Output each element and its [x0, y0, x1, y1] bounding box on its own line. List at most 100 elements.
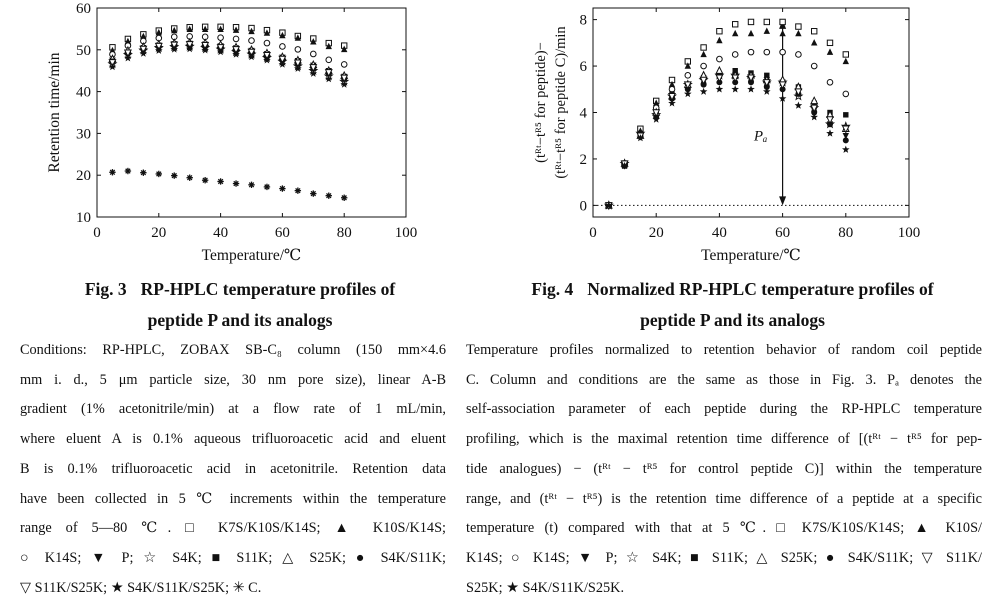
data-point: [826, 39, 834, 47]
data-point: [732, 29, 739, 37]
figure-3-title: Fig. 3 RP-HPLC temperature profiles of pe…: [20, 274, 460, 336]
data-point: [842, 57, 849, 65]
y-tick-label: 20: [76, 168, 91, 184]
data-point: [699, 76, 708, 85]
data-point: [171, 26, 178, 34]
data-point: [340, 80, 348, 88]
data-point: [826, 129, 834, 137]
data-point: [279, 185, 286, 192]
figure-3-title-line1: RP-HPLC temperature profiles of: [140, 279, 396, 299]
data-point: [811, 39, 818, 46]
caption-line: gradient (1% acetonitrile/min) at a flow…: [20, 401, 446, 418]
x-tick-label: 40: [712, 225, 727, 241]
series-k10s-k14s: [109, 25, 348, 54]
pa-annotation-label: Pₐ: [753, 128, 768, 144]
data-point: [778, 81, 787, 90]
data-point: [668, 80, 676, 88]
data-point: [794, 101, 803, 109]
caption-line: ○ K14S; ▼ P; ☆ S4K; ■ S11K; △ S25K; ● S4…: [20, 549, 446, 566]
data-point: [216, 44, 225, 53]
x-tick-label: 100: [395, 225, 418, 241]
data-point: [232, 50, 240, 58]
data-point: [653, 99, 660, 106]
data-point: [810, 96, 819, 105]
figure-4-title-line2: peptide P and its analogs: [640, 310, 825, 330]
data-point: [263, 39, 271, 47]
data-point: [636, 134, 645, 142]
data-point: [842, 90, 850, 98]
x-tick-label: 40: [213, 225, 228, 241]
data-point: [232, 46, 241, 55]
data-point: [779, 18, 786, 26]
caption-line: mm i. d., 5 μm particle size, 30 nm pore…: [20, 371, 446, 388]
data-point: [217, 25, 224, 33]
data-point: [309, 64, 318, 73]
figure-3-number: Fig. 3: [84, 279, 127, 299]
data-point: [185, 41, 194, 50]
data-point: [248, 181, 255, 189]
y-tick-label: 40: [76, 85, 91, 101]
data-point: [341, 45, 348, 53]
data-point: [620, 161, 629, 170]
data-point: [716, 28, 723, 35]
data-point: [700, 62, 707, 70]
x-tick-label: 20: [649, 225, 664, 241]
data-point: [810, 113, 818, 121]
data-point: [652, 109, 661, 118]
data-point: [700, 44, 707, 51]
data-point: [310, 50, 317, 58]
caption-line: Conditions: RP-HPLC, ZOBAX SB-C₈ column …: [20, 342, 446, 358]
y-tick-label: 10: [76, 210, 91, 226]
y-tick-label: 30: [76, 126, 91, 142]
data-point: [263, 183, 271, 191]
data-point: [826, 79, 834, 86]
data-point: [247, 52, 256, 61]
data-point: [668, 99, 676, 107]
data-point: [109, 169, 116, 176]
data-point: [217, 34, 224, 41]
data-point: [825, 116, 835, 125]
data-point: [279, 31, 286, 39]
data-point: [779, 29, 786, 37]
x-tick-label: 100: [898, 225, 921, 241]
series-s4k-s11k-s25k: [108, 44, 348, 88]
caption-line: range of 5—80 ℃. □ K7S/K10S/K14S; ▲ K10S…: [20, 520, 446, 537]
data-point: [140, 169, 147, 176]
caption-line: K14S; ○ K14S; ▼ P; ☆ S4K; ■ S11K; △ S25K…: [466, 549, 982, 566]
data-point: [154, 42, 163, 51]
data-point: [746, 74, 756, 83]
data-point: [716, 36, 723, 44]
data-point: [716, 55, 723, 63]
data-point: [294, 34, 302, 41]
y-tick-label: 60: [76, 1, 91, 17]
data-point: [684, 89, 692, 98]
data-point: [747, 48, 755, 56]
plot-frame: [96, 7, 407, 218]
data-point: [108, 59, 117, 68]
data-point: [170, 41, 179, 50]
data-point: [263, 29, 271, 36]
data-point: [841, 125, 850, 134]
data-point: [263, 56, 271, 64]
y-axis-label-line2: (tᴿᵗ−tᴿ⁵ for peptide C)/min: [553, 26, 569, 179]
x-tick-label: 20: [151, 225, 166, 241]
data-point: [171, 172, 178, 179]
data-point: [684, 62, 691, 69]
data-point: [810, 62, 818, 70]
caption-line: C. Column and conditions are the same as…: [466, 371, 982, 388]
data-point: [185, 44, 194, 53]
data-point: [763, 18, 771, 26]
data-point: [731, 85, 739, 93]
data-point: [123, 49, 132, 58]
data-point: [842, 51, 850, 58]
caption-line: S25K; ★ S4K/S11K/S25K.: [466, 579, 625, 596]
chart-normalized-retention: 0 20 40 60 80 100 0 2 4 6 8 Temperature/℃ (tᴿᵗ−tᴿ⁵ f…: [533, 7, 921, 264]
data-point: [293, 59, 302, 68]
chart-retention-time: 0 20 40 60 80 100 10 20 30 40 50 60 Temperature/℃ Ret…: [46, 1, 418, 264]
data-point: [310, 38, 317, 45]
data-point: [700, 50, 707, 58]
data-point: [217, 178, 224, 185]
x-tick-label: 0: [93, 225, 101, 241]
x-tick-label: 0: [589, 225, 597, 241]
figure-3-caption: Conditions: RP-HPLC, ZOBAX SB-C₈ column …: [20, 336, 446, 603]
